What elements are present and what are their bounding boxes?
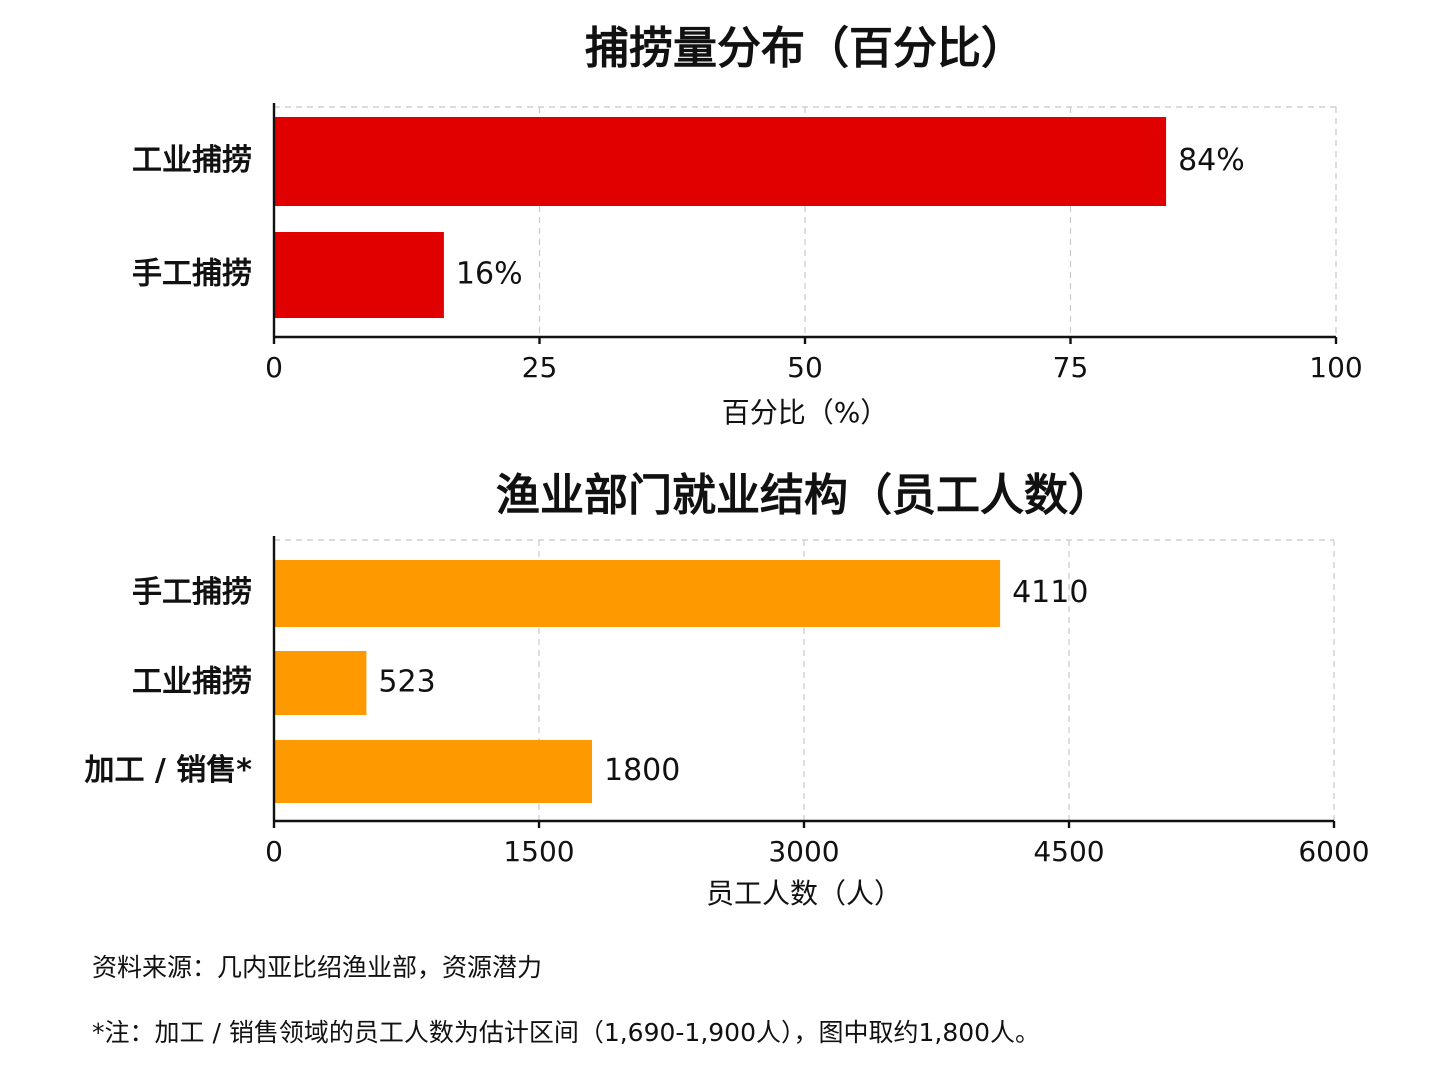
chart1-tick-label: 25 — [522, 351, 558, 384]
chart2-tick-label: 6000 — [1298, 835, 1369, 868]
chart1-bar — [274, 232, 444, 318]
chart2-bar — [274, 740, 592, 803]
chart2-value-label: 4110 — [1012, 575, 1088, 610]
chart2-value-label: 1800 — [604, 753, 680, 788]
source-note: 资料来源：几内亚比绍渔业部，资源潜力 — [92, 953, 543, 982]
chart2-tick-label: 4500 — [1033, 835, 1104, 868]
chart2-tick-label: 1500 — [503, 835, 574, 868]
chart1-tick-label: 100 — [1309, 351, 1362, 384]
chart2-title: 渔业部门就业结构（员工人数） — [496, 470, 1112, 521]
chart1-tick-label: 75 — [1053, 351, 1089, 384]
footnote: *注：加工 / 销售领域的员工人数为估计区间（1,690-1,900人），图中取… — [92, 1018, 1041, 1047]
chart1-category-label: 手工捕捞 — [132, 257, 252, 292]
chart1-title: 捕捞量分布（百分比） — [585, 23, 1025, 74]
chart1-x-axis-label: 百分比（%） — [722, 396, 889, 429]
chart2-tick-label: 3000 — [768, 835, 839, 868]
chart2-bar — [274, 560, 1001, 627]
chart1-tick-label: 50 — [787, 351, 823, 384]
chart2-category-label: 工业捕捞 — [132, 665, 252, 700]
chart1-value-label: 16% — [456, 257, 523, 292]
chart2-tick-label: 0 — [265, 835, 283, 868]
chart1-bar — [274, 117, 1167, 206]
chart1-tick-label: 0 — [265, 351, 283, 384]
chart2-x-axis-label: 员工人数（人） — [706, 877, 902, 910]
chart1-value-label: 84% — [1178, 143, 1245, 178]
chart2-category-label: 手工捕捞 — [132, 575, 252, 610]
chart2-value-label: 523 — [378, 665, 435, 700]
chart2-category-label: 加工 / 销售* — [84, 753, 252, 788]
chart2-bar — [274, 651, 367, 715]
chart1-category-label: 工业捕捞 — [132, 143, 252, 178]
